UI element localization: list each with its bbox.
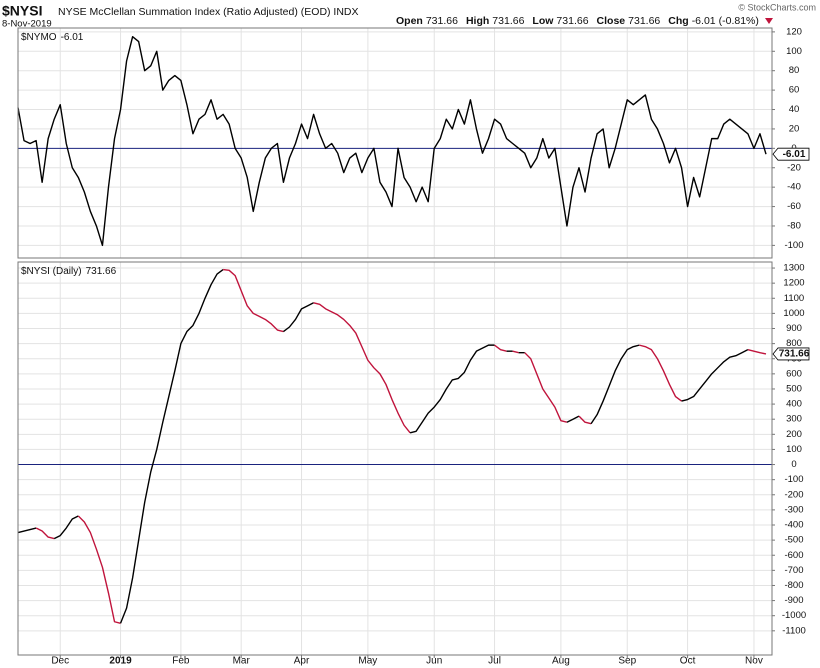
series-line <box>409 344 495 434</box>
x-tick-label: Mar <box>233 656 251 667</box>
legend-name: $NYMO <box>21 32 57 43</box>
y-tick-label: -100 <box>784 240 803 251</box>
y-tick-label: -700 <box>784 565 803 576</box>
x-tick-label: Nov <box>745 656 763 667</box>
series-line <box>35 527 55 540</box>
y-tick-label: -60 <box>787 201 801 212</box>
x-tick-label: Sep <box>618 656 636 667</box>
series-line <box>639 344 682 402</box>
y-tick-label: 500 <box>786 383 802 394</box>
date: 8-Nov-2019 <box>2 19 52 30</box>
price-tag-label: 731.66 <box>779 349 810 360</box>
change-arrow <box>765 18 773 24</box>
series-line <box>512 350 519 354</box>
y-tick-label: -300 <box>784 504 803 515</box>
y-tick-label: 120 <box>786 26 802 37</box>
x-tick-label: Oct <box>680 656 696 667</box>
y-tick-label: 100 <box>786 444 802 455</box>
y-tick-label: -1000 <box>782 610 806 621</box>
y-tick-label: 600 <box>786 368 802 379</box>
quote-label: High <box>466 15 489 27</box>
y-tick-label: -500 <box>784 535 803 546</box>
series-line <box>494 344 507 352</box>
series-line <box>223 268 284 333</box>
series-line <box>681 349 749 402</box>
series-line <box>77 515 121 624</box>
quote-label: Close <box>597 15 626 27</box>
quote-value: 731.66 <box>556 15 588 27</box>
quote-label: Low <box>532 15 554 27</box>
y-tick-label: 0 <box>791 459 796 470</box>
legend-last-value: 731.66 <box>86 266 117 277</box>
price-tag-box <box>772 347 810 361</box>
quote-value: 731.66 <box>426 15 458 27</box>
panel-frame <box>17 27 773 259</box>
y-tick-label: 80 <box>789 65 800 76</box>
y-tick-label: -400 <box>784 520 803 531</box>
series-line <box>590 344 640 425</box>
y-tick-label: 400 <box>786 399 802 410</box>
series-line <box>119 269 224 624</box>
y-tick-label: 20 <box>789 123 800 134</box>
y-tick-label: 300 <box>786 414 802 425</box>
series-line <box>17 36 767 247</box>
quote-change-pct: (-0.81%) <box>719 15 759 27</box>
x-tick-label: 2019 <box>109 656 132 667</box>
y-tick-label: -200 <box>784 489 803 500</box>
y-tick-label: -600 <box>784 550 803 561</box>
y-tick-label: 900 <box>786 323 802 334</box>
series-line <box>313 302 411 434</box>
y-tick-label: -40 <box>787 182 801 193</box>
quote-value: 731.66 <box>492 15 524 27</box>
series-line <box>53 515 79 540</box>
series-line <box>524 352 568 423</box>
x-tick-label: Aug <box>552 656 570 667</box>
quote-label: Open <box>396 15 423 27</box>
legend-last-value: -6.01 <box>61 32 84 43</box>
credit: © StockCharts.com <box>738 2 816 12</box>
y-tick-label: 1100 <box>784 293 804 304</box>
y-tick-label: 40 <box>789 104 800 115</box>
y-tick-label: 1200 <box>783 278 804 289</box>
x-tick-label: Apr <box>294 656 310 667</box>
y-tick-label: -900 <box>784 595 803 606</box>
series-line <box>747 348 767 355</box>
y-tick-label: -80 <box>787 220 801 231</box>
y-tick-label: -800 <box>784 580 803 591</box>
legend: $NYSI (Daily) 731.66 <box>21 266 117 277</box>
quote-label: Chg <box>668 15 688 27</box>
quote: Open 731.66 High 731.66 Low 731.66 Close 731.66… <box>396 15 759 27</box>
price-tag-box <box>772 147 810 161</box>
y-tick-label: -20 <box>787 162 801 173</box>
y-tick-label: 1300 <box>783 263 804 274</box>
x-tick-label: May <box>358 656 377 667</box>
series-line <box>566 415 580 423</box>
y-tick-label: 1000 <box>783 308 804 319</box>
series-line <box>578 415 592 425</box>
series-line <box>17 527 37 534</box>
y-tick-label: 60 <box>789 85 800 96</box>
price-tag-label: -6.01 <box>783 149 806 160</box>
quote-value: -6.01 <box>692 15 716 27</box>
y-tick-label: -1100 <box>782 625 806 636</box>
legend-name: $NYSI (Daily) <box>21 266 82 277</box>
x-tick-label: Feb <box>172 656 190 667</box>
y-tick-label: 100 <box>786 46 802 57</box>
symbol: $NYSI <box>2 3 42 19</box>
y-tick-label: 800 <box>786 338 802 349</box>
panel-frame <box>17 261 773 656</box>
x-tick-label: Jul <box>488 656 501 667</box>
x-tick-label: Jun <box>426 656 442 667</box>
y-tick-label: -100 <box>784 474 803 485</box>
quote-value: 731.66 <box>628 15 660 27</box>
y-tick-label: 200 <box>786 429 802 440</box>
series-line <box>282 302 314 333</box>
legend: $NYMO -6.01 <box>21 32 84 43</box>
x-tick-label: Dec <box>51 656 69 667</box>
index-name: NYSE McClellan Summation Index (Ratio Ad… <box>58 6 359 18</box>
